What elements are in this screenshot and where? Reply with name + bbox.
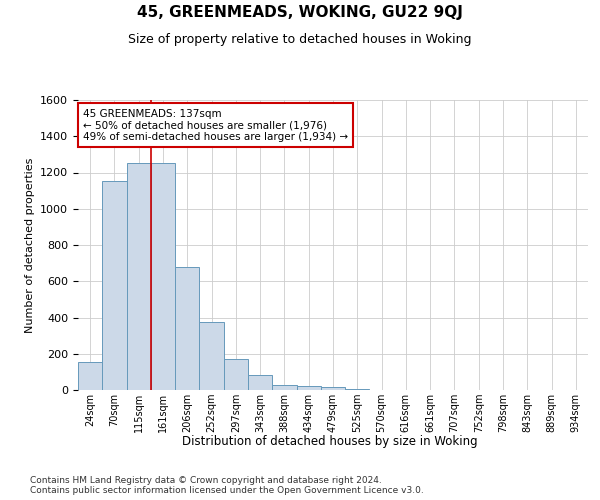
Text: Contains public sector information licensed under the Open Government Licence v3: Contains public sector information licen… (30, 486, 424, 495)
Text: 45 GREENMEADS: 137sqm
← 50% of detached houses are smaller (1,976)
49% of semi-d: 45 GREENMEADS: 137sqm ← 50% of detached … (83, 108, 348, 142)
Bar (248, 374, 272, 390)
Bar (272, 384, 296, 390)
Text: Contains HM Land Registry data © Crown copyright and database right 2024.: Contains HM Land Registry data © Crown c… (30, 476, 382, 485)
Bar (78, 362, 102, 390)
Text: Size of property relative to detached houses in Woking: Size of property relative to detached ho… (128, 32, 472, 46)
Bar (102, 180, 127, 390)
Bar (151, 164, 175, 390)
Bar (127, 164, 151, 390)
Text: Distribution of detached houses by size in Woking: Distribution of detached houses by size … (182, 435, 478, 448)
Bar (296, 386, 321, 390)
Text: 45, GREENMEADS, WOKING, GU22 9QJ: 45, GREENMEADS, WOKING, GU22 9QJ (137, 5, 463, 20)
Bar (345, 389, 370, 390)
Bar (199, 322, 224, 390)
Y-axis label: Number of detached properties: Number of detached properties (25, 158, 35, 332)
Bar (175, 267, 199, 390)
Bar (321, 388, 345, 390)
Bar (224, 359, 248, 390)
